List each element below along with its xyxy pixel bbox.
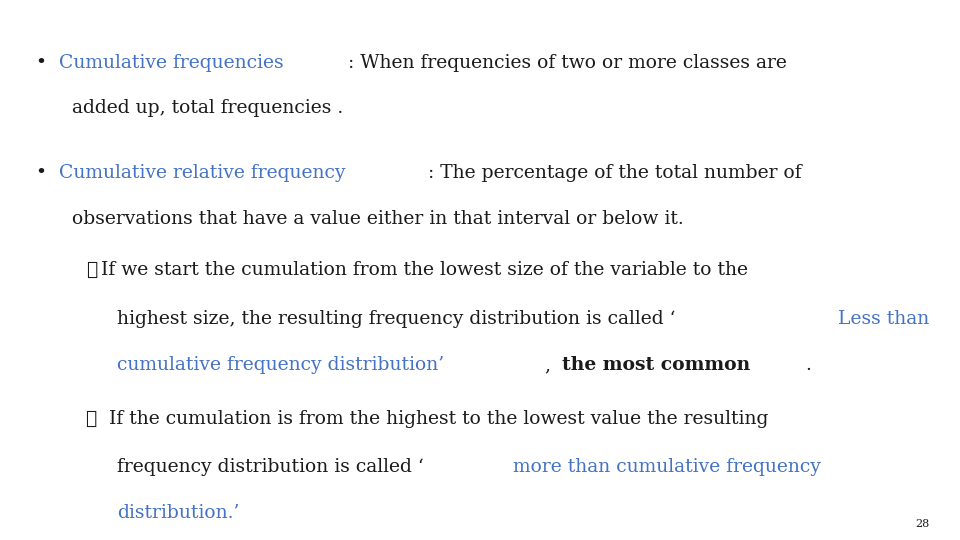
Text: If the cumulation is from the highest to the lowest value the resulting: If the cumulation is from the highest to…	[108, 410, 768, 428]
Text: Less than: Less than	[838, 310, 929, 328]
Text: distribution.’: distribution.’	[117, 504, 239, 522]
Text: cumulative frequency distribution’: cumulative frequency distribution’	[117, 356, 444, 374]
Text: observations that have a value either in that interval or below it.: observations that have a value either in…	[72, 210, 684, 228]
Text: •: •	[36, 53, 54, 71]
Text: : When frequencies of two or more classes are: : When frequencies of two or more classe…	[348, 53, 787, 71]
Text: frequency distribution is called ‘: frequency distribution is called ‘	[117, 458, 424, 476]
Text: more than cumulative frequency: more than cumulative frequency	[513, 458, 821, 476]
Text: : The percentage of the total number of: : The percentage of the total number of	[428, 164, 802, 182]
Text: If we start the cumulation from the lowest size of the variable to the: If we start the cumulation from the lowe…	[101, 261, 748, 279]
Text: 28: 28	[915, 519, 929, 529]
Text: added up, total frequencies .: added up, total frequencies .	[72, 99, 344, 117]
Text: ✓: ✓	[86, 261, 98, 279]
Text: .: .	[805, 356, 811, 374]
Text: the most common: the most common	[563, 356, 751, 374]
Text: Cumulative frequencies: Cumulative frequencies	[59, 53, 283, 71]
Text: ✓: ✓	[86, 410, 104, 428]
Text: •: •	[36, 164, 54, 182]
Text: ,: ,	[540, 356, 557, 374]
Text: highest size, the resulting frequency distribution is called ‘: highest size, the resulting frequency di…	[117, 310, 676, 328]
Text: Cumulative relative frequency: Cumulative relative frequency	[59, 164, 345, 182]
